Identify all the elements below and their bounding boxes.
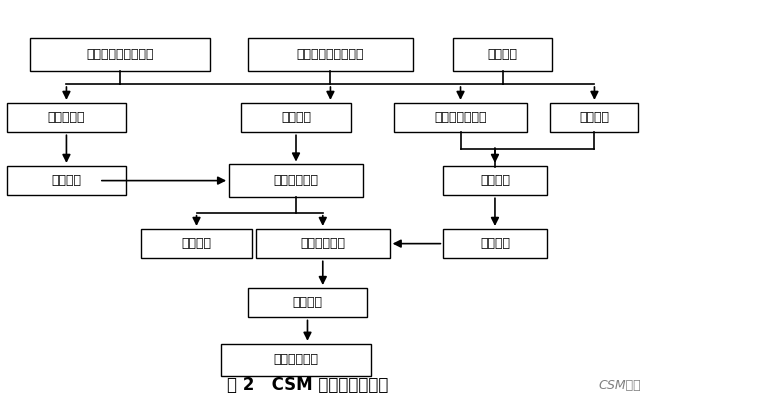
FancyBboxPatch shape [248,288,367,318]
Text: 设备对位: 设备对位 [281,111,311,124]
FancyBboxPatch shape [443,229,547,258]
Text: 浆渣配置: 浆渣配置 [480,174,510,187]
Text: 泥浆排放: 泥浆排放 [181,237,211,250]
Text: 后盘检查: 后盘检查 [579,111,610,124]
FancyBboxPatch shape [551,103,638,133]
Text: 高压空气: 高压空气 [51,174,81,187]
Text: 测量胶线、开挖导槽: 测量胶线、开挖导槽 [86,48,154,61]
FancyBboxPatch shape [443,166,547,195]
FancyBboxPatch shape [141,229,252,258]
FancyBboxPatch shape [256,229,389,258]
Text: 带水切削下沉: 带水切削下沉 [273,174,319,187]
Text: 打下一组槽段: 打下一组槽段 [273,353,319,366]
FancyBboxPatch shape [7,166,126,195]
Text: 空气压缩机: 空气压缩机 [48,111,85,124]
Text: 图 2   CSM 施工工艺流程图: 图 2 CSM 施工工艺流程图 [227,377,388,394]
FancyBboxPatch shape [248,39,412,71]
FancyBboxPatch shape [229,164,363,197]
Text: 泵送浆液: 泵送浆液 [480,237,510,250]
Text: CSM工法: CSM工法 [598,379,641,392]
FancyBboxPatch shape [30,39,210,71]
Text: 搅拌提升喷浆: 搅拌提升喷浆 [300,237,346,250]
FancyBboxPatch shape [221,344,371,376]
Text: 铺设基板: 铺设基板 [488,48,518,61]
FancyBboxPatch shape [393,103,528,133]
FancyBboxPatch shape [240,103,352,133]
FancyBboxPatch shape [453,39,552,71]
FancyBboxPatch shape [7,103,126,133]
Text: 主机日常检查、预热: 主机日常检查、预热 [296,48,364,61]
Text: 设备移位: 设备移位 [293,296,323,309]
Text: 水量、灰量计量: 水量、灰量计量 [434,111,487,124]
